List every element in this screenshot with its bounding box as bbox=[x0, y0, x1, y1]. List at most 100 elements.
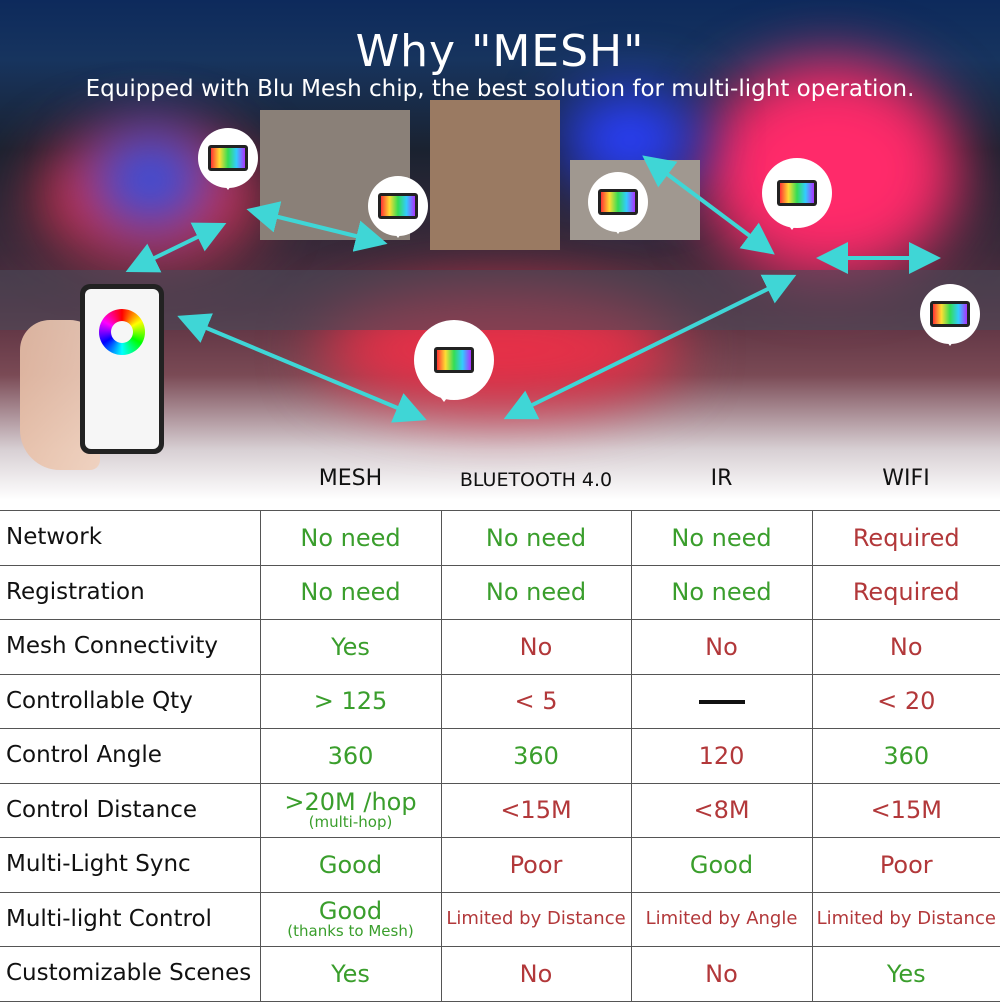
table-row: Control Distance >20M /hop (multi-hop) <15M… bbox=[0, 782, 1000, 838]
table-cell: Yes bbox=[259, 619, 442, 675]
cell-value: Yes bbox=[331, 959, 370, 988]
table-cell: Good bbox=[630, 837, 813, 893]
table-cell: 360 bbox=[259, 728, 442, 784]
table-cell: Good bbox=[259, 837, 442, 893]
cell-value: No need bbox=[300, 578, 401, 607]
table-cell: <8M bbox=[630, 782, 813, 838]
table-row: Controllable Qty > 125 < 5 < 20 bbox=[0, 673, 1000, 729]
table-cell: Limited by Distance bbox=[440, 891, 632, 947]
row-label: Customizable Scenes bbox=[0, 946, 261, 1002]
table-cell: Yes bbox=[811, 946, 1000, 1002]
table-cell: Poor bbox=[811, 837, 1000, 893]
cell-value: 360 bbox=[513, 741, 559, 770]
floodlight-icon bbox=[368, 176, 428, 238]
cell-note: (thanks to Mesh) bbox=[287, 922, 414, 941]
floodlight-icon bbox=[414, 320, 494, 402]
color-wheel-icon bbox=[99, 309, 145, 355]
column-headers: MESH BLUETOOTH 4.0 IR WIFI bbox=[0, 466, 1000, 496]
table-row: Mesh Connectivity Yes No No No bbox=[0, 619, 1000, 675]
row-label: Registration bbox=[0, 564, 261, 620]
table-cell: 120 bbox=[630, 728, 813, 784]
cell-value: No need bbox=[485, 523, 587, 552]
floodlight-icon bbox=[198, 128, 258, 190]
cell-value: <8M bbox=[693, 796, 750, 825]
table-cell: Good (thanks to Mesh) bbox=[259, 891, 442, 947]
table-row: Multi-light Control Good (thanks to Mesh) L… bbox=[0, 891, 1000, 947]
table-row: Registration No need No need No need Require… bbox=[0, 564, 1000, 620]
table-row: Control Angle 360 360 120 360 bbox=[0, 728, 1000, 784]
cell-value: No need bbox=[485, 578, 587, 607]
cell-value: < 20 bbox=[877, 687, 936, 716]
table-cell: No need bbox=[259, 510, 442, 566]
connection-arrows bbox=[125, 155, 941, 423]
cell-value: Poor bbox=[879, 850, 933, 879]
table-cell: <15M bbox=[811, 782, 1000, 838]
cell-value: <15M bbox=[870, 796, 942, 825]
table-cell: No need bbox=[440, 564, 632, 620]
cell-value: No bbox=[705, 632, 738, 661]
table-cell: No need bbox=[630, 564, 813, 620]
row-label: Control Distance bbox=[0, 782, 261, 838]
row-label: Control Angle bbox=[0, 728, 261, 784]
table-cell: Limited by Distance bbox=[811, 891, 1000, 947]
cell-value: > 125 bbox=[313, 687, 388, 716]
cell-value: Required bbox=[852, 523, 960, 552]
table-cell: Yes bbox=[259, 946, 442, 1002]
table-cell: Poor bbox=[440, 837, 632, 893]
table-cell: Required bbox=[811, 564, 1000, 620]
cell-value: 360 bbox=[327, 741, 374, 770]
cell-value: 360 bbox=[883, 741, 930, 770]
hero-photo: Why "MESH" Equipped with Blu Mesh chip, … bbox=[0, 0, 1000, 500]
table-cell: 360 bbox=[811, 728, 1000, 784]
table-cell: No bbox=[630, 619, 813, 675]
cell-note: (multi-hop) bbox=[308, 813, 393, 832]
cell-value: < 5 bbox=[514, 687, 558, 716]
cell-value: No bbox=[519, 632, 553, 661]
table-row: Customizable Scenes Yes No No Yes bbox=[0, 946, 1000, 1002]
cell-value: No bbox=[889, 632, 923, 661]
cell-value: Limited by Distance bbox=[816, 908, 996, 930]
table-cell: <15M bbox=[440, 782, 632, 838]
row-label: Multi-Light Sync bbox=[0, 837, 261, 893]
table-cell: No bbox=[811, 619, 1000, 675]
table-row: Multi-Light Sync Good Poor Good Poor bbox=[0, 837, 1000, 893]
table-cell: No need bbox=[259, 564, 442, 620]
cell-value: Poor bbox=[509, 850, 563, 879]
table-cell: > 125 bbox=[259, 673, 442, 729]
row-label: Multi-light Control bbox=[0, 891, 261, 947]
row-label: Mesh Connectivity bbox=[0, 619, 261, 675]
dash-icon bbox=[698, 700, 745, 705]
smartphone-app bbox=[80, 284, 164, 454]
table-cell: No bbox=[440, 619, 632, 675]
row-label: Controllable Qty bbox=[0, 673, 261, 729]
column-header-ir: IR bbox=[710, 466, 733, 491]
table-cell: No bbox=[630, 946, 813, 1002]
table-cell: 360 bbox=[440, 728, 632, 784]
table-cell: No need bbox=[440, 510, 632, 566]
floodlight-icon bbox=[588, 172, 648, 234]
floodlight-icon bbox=[762, 158, 832, 230]
table-cell bbox=[630, 673, 813, 729]
table-cell: No bbox=[440, 946, 632, 1002]
cell-value: <15M bbox=[500, 796, 572, 825]
cell-value: No need bbox=[300, 523, 401, 552]
cell-value: Good bbox=[689, 850, 754, 879]
cell-value: No need bbox=[671, 523, 772, 552]
table-cell: < 5 bbox=[440, 673, 632, 729]
table-cell: < 20 bbox=[811, 673, 1000, 729]
cell-value: Yes bbox=[331, 632, 370, 661]
cell-value: Good bbox=[318, 850, 383, 879]
table-cell: Required bbox=[811, 510, 1000, 566]
cell-value: 120 bbox=[698, 741, 745, 770]
column-header-wifi: WIFI bbox=[882, 466, 930, 491]
table-row: Network No need No need No need Required bbox=[0, 510, 1000, 566]
headline: Why "MESH" bbox=[355, 26, 645, 77]
row-label: Network bbox=[0, 510, 261, 566]
cell-value: Limited by Angle bbox=[645, 908, 798, 930]
cell-value: >20M /hop bbox=[284, 788, 417, 817]
cell-value: No bbox=[705, 959, 738, 988]
column-header-bluetooth: BLUETOOTH 4.0 bbox=[459, 469, 613, 491]
cell-value: Required bbox=[852, 578, 960, 607]
cell-value: Limited by Distance bbox=[446, 908, 626, 930]
floodlight-icon bbox=[920, 284, 980, 346]
